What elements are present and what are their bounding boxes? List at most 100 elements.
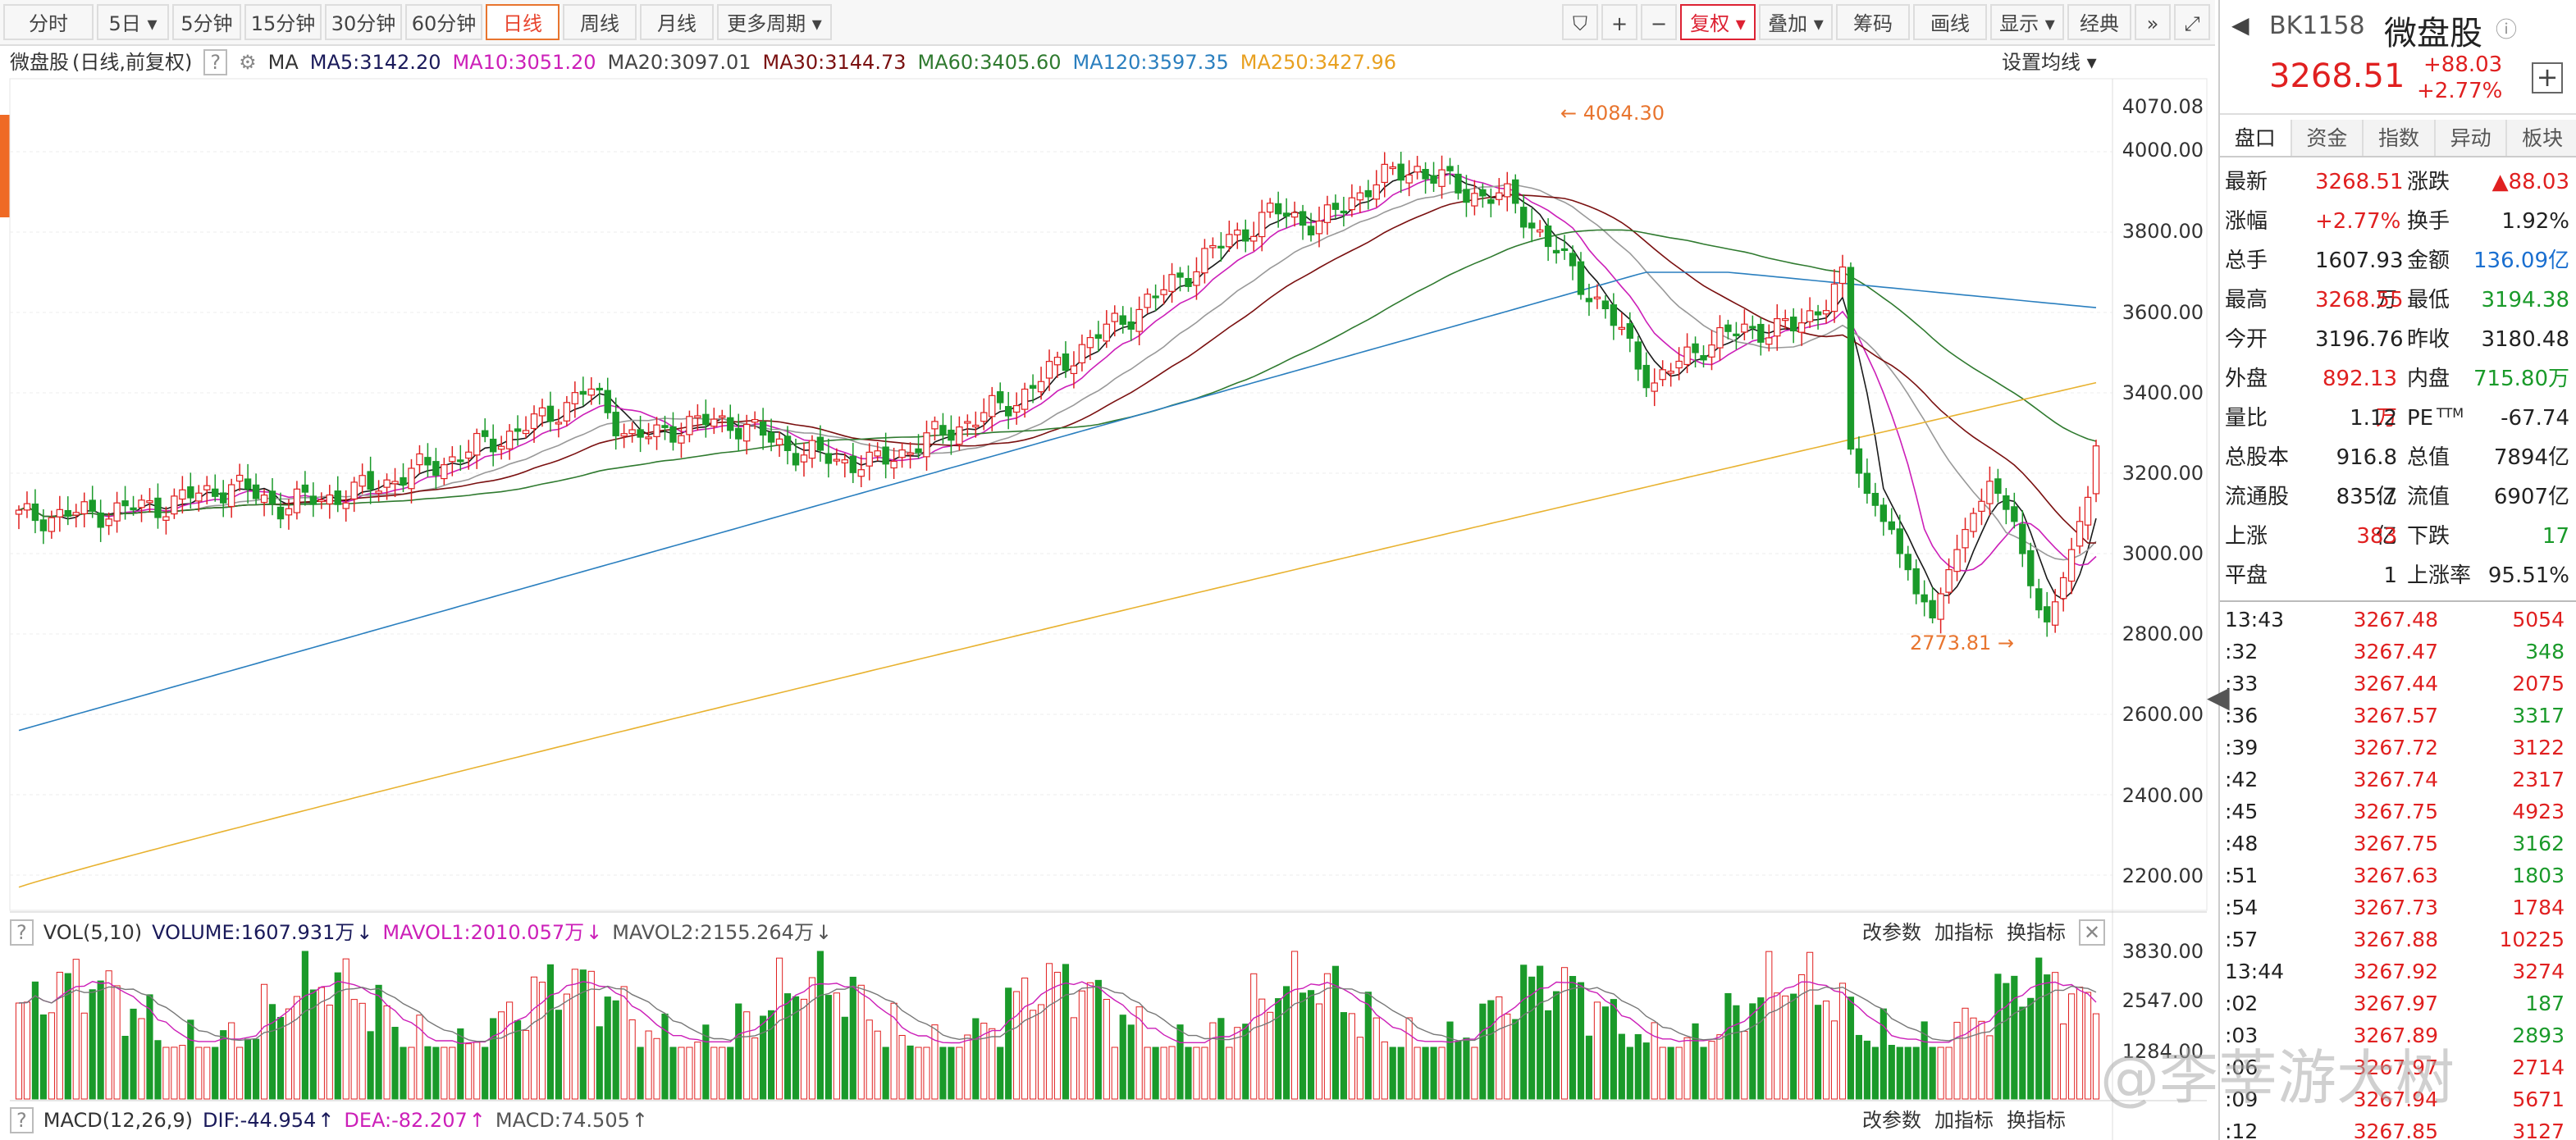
edit-params-button[interactable]: 改参数	[1862, 921, 1921, 944]
candle-body	[146, 499, 153, 504]
tab-funds[interactable]: 资金	[2291, 120, 2364, 156]
candle-body	[948, 429, 955, 441]
candle-body	[1871, 492, 1879, 506]
volume-bar	[80, 1012, 88, 1100]
tab-anomaly[interactable]: 异动	[2435, 120, 2508, 156]
period-tab-60min[interactable]: 60分钟	[405, 4, 482, 40]
candle-body	[2084, 496, 2092, 526]
quote-value: 3194.38	[2481, 288, 2569, 312]
quote-label: 昨收	[2407, 327, 2450, 352]
adjust-dropdown[interactable]: 复权 ▾	[1680, 4, 1756, 40]
classic-button[interactable]: 经典	[2067, 4, 2131, 40]
candle-body	[1405, 174, 1413, 184]
switch-indicator-button[interactable]: 换指标	[2007, 921, 2066, 944]
fullscreen-icon[interactable]: ⤢	[2174, 4, 2210, 40]
tick-row: :03 3267.89 2893	[2225, 1019, 2573, 1051]
add-indicator-button[interactable]: 加指标	[1934, 921, 1994, 944]
period-more-dropdown[interactable]: 更多周期 ▾	[717, 4, 832, 40]
candle-body	[326, 494, 333, 505]
price-change: +88.03	[2423, 52, 2503, 77]
candle-body	[1888, 521, 1895, 531]
candle-body	[195, 492, 203, 502]
help-icon[interactable]: ?	[203, 49, 228, 75]
volume-bar	[1888, 1045, 1895, 1100]
candle-body	[1806, 310, 1814, 322]
draw-button[interactable]: 画线	[1913, 4, 1987, 40]
volume-bar	[465, 1043, 473, 1100]
volume-bar	[31, 981, 39, 1100]
period-tab-daily[interactable]: 日线	[486, 4, 560, 40]
help-icon[interactable]: ?	[10, 1107, 34, 1133]
switch-indicator-button[interactable]: 换指标	[2007, 1109, 2066, 1132]
add-indicator-button[interactable]: 加指标	[1934, 1109, 1994, 1132]
quote-value: 383	[2356, 524, 2397, 549]
side-accent-tab[interactable]	[0, 115, 10, 217]
period-tab-15min[interactable]: 15分钟	[244, 4, 322, 40]
add-watchlist-icon[interactable]: +	[2532, 62, 2563, 93]
divider	[2220, 600, 2576, 602]
quote-row: 流通股 835.7亿 流值 6907亿	[2225, 477, 2573, 549]
zoom-out-icon[interactable]: −	[1641, 4, 1677, 40]
help-icon[interactable]: ?	[10, 919, 34, 946]
panel-tabs: 盘口 资金 指数 异动 板块	[2220, 120, 2576, 157]
chips-button[interactable]: 筹码	[1836, 4, 1910, 40]
gear-icon[interactable]: ⚙	[239, 51, 257, 74]
edit-params-button[interactable]: 改参数	[1862, 1109, 1921, 1132]
tab-sector[interactable]: 板块	[2507, 120, 2576, 156]
candle-body	[2003, 495, 2010, 510]
tab-index[interactable]: 指数	[2364, 120, 2436, 156]
close-icon[interactable]: ✕	[2079, 919, 2106, 946]
candle-body	[1094, 334, 1103, 340]
period-tab-5min[interactable]: 5分钟	[172, 4, 241, 40]
volume-bar	[220, 1030, 227, 1100]
volume-bar	[1193, 1047, 1200, 1100]
candle-body	[1438, 169, 1446, 187]
overlay-dropdown[interactable]: 叠加 ▾	[1759, 4, 1833, 40]
candle-body	[359, 475, 366, 487]
volume-bar	[1847, 996, 1855, 1100]
zoom-in-icon[interactable]: +	[1601, 4, 1637, 40]
chevron-down-icon: ▾	[1813, 12, 1824, 35]
period-tab-fenshi[interactable]: 分时	[3, 4, 94, 40]
candle-body	[1986, 481, 1994, 504]
period-tab-weekly[interactable]: 周线	[563, 4, 637, 40]
candle-body	[719, 415, 726, 418]
volume-bar	[743, 1011, 751, 1100]
info-icon[interactable]: ⓘ	[2496, 18, 2518, 43]
candle-body	[497, 445, 505, 450]
kline-chart[interactable]	[0, 0, 2215, 1140]
volume-bar	[2003, 983, 2010, 1100]
volume-bar	[1471, 1047, 1478, 1100]
volume-bar	[146, 994, 153, 1100]
volume-bar	[1765, 951, 1773, 1100]
candle-body	[800, 454, 808, 463]
tick-volume: 2714	[2512, 1056, 2565, 1079]
period-tab-monthly[interactable]: 月线	[640, 4, 714, 40]
ma-settings-button[interactable]: 设置均线 ▾	[2002, 51, 2097, 74]
display-dropdown[interactable]: 显示 ▾	[1990, 4, 2064, 40]
quote-label: 金额	[2407, 249, 2450, 273]
volume-bar	[2076, 987, 2084, 1100]
period-tab-5day[interactable]: 5日 ▾	[97, 4, 169, 40]
prev-stock-icon[interactable]: ◀	[2231, 11, 2249, 39]
volume-bar	[334, 972, 341, 1100]
tab-handicap[interactable]: 盘口	[2220, 120, 2292, 156]
mavol2-value: MAVOL2:2155.264万	[612, 921, 814, 944]
candle-body	[628, 429, 636, 435]
fast-forward-icon[interactable]: »	[2135, 4, 2171, 40]
candle-body	[350, 481, 358, 500]
volume-bar	[808, 977, 816, 1100]
collapse-panel-icon[interactable]: ◀	[2207, 681, 2230, 714]
period-tab-30min[interactable]: 30分钟	[325, 4, 402, 40]
volume-bar	[15, 1002, 23, 1100]
candle-body	[1708, 344, 1715, 358]
volume-bar	[1822, 1001, 1830, 1100]
lock-icon[interactable]: ⛉	[1562, 4, 1598, 40]
candle-body	[203, 485, 211, 490]
volume-bar	[1994, 974, 2002, 1100]
candle-body	[154, 497, 162, 518]
candle-body	[1863, 472, 1871, 495]
candle-body	[678, 435, 685, 444]
candle-body	[1789, 317, 1797, 332]
volume-bar	[1479, 1003, 1487, 1100]
